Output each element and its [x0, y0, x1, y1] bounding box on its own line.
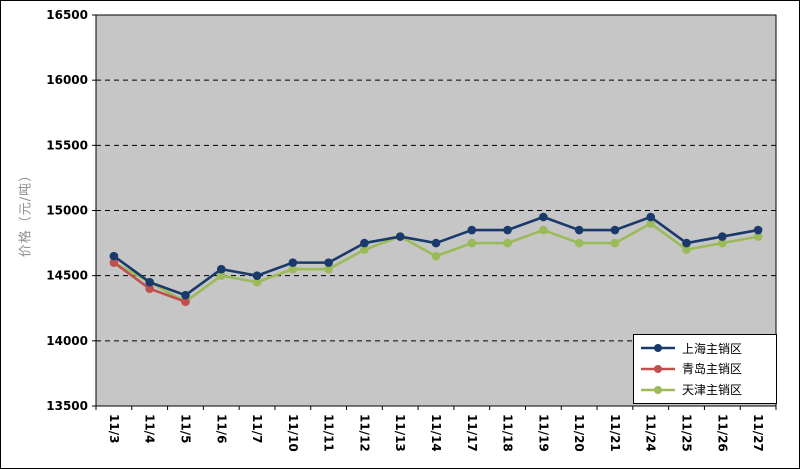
data-point-marker — [610, 238, 620, 248]
data-point-marker — [288, 264, 298, 274]
data-point-marker — [753, 225, 763, 235]
y-tick-label: 16500 — [46, 8, 88, 22]
x-tick-label: 11/26 — [715, 414, 729, 452]
legend-label: 天津主销区 — [682, 383, 743, 398]
data-point-marker — [181, 297, 190, 307]
x-tick-label: 11/5 — [178, 414, 192, 443]
data-point-marker — [324, 258, 333, 267]
data-point-marker — [467, 225, 477, 235]
data-point-marker — [395, 232, 405, 241]
data-point-marker — [252, 277, 262, 287]
legend-label: 上海主销区 — [682, 341, 743, 356]
data-point-marker — [288, 258, 298, 267]
x-tick-label: 11/14 — [429, 414, 443, 452]
legend-item-2: 天津主销区 — [640, 381, 770, 398]
x-tick-label: 11/3 — [107, 414, 121, 443]
data-point-marker — [610, 225, 620, 235]
x-tick-label: 11/17 — [465, 414, 479, 452]
y-tick-label: 14000 — [46, 334, 88, 348]
legend-line-marker-icon — [641, 385, 675, 394]
x-tick-label: 11/7 — [250, 414, 264, 443]
x-tick-label: 11/24 — [644, 414, 658, 452]
data-point-marker — [324, 264, 333, 274]
x-tick-label: 11/11 — [322, 414, 336, 452]
x-tick-label: 11/20 — [572, 414, 586, 452]
data-point-marker — [574, 225, 584, 235]
data-point-marker — [360, 238, 369, 248]
x-tick-label: 11/27 — [751, 414, 765, 452]
legend-line-marker-icon — [641, 364, 675, 373]
x-tick-label: 11/13 — [393, 414, 407, 452]
data-point-marker — [109, 258, 119, 267]
y-tick-label: 14500 — [46, 269, 88, 283]
data-point-marker — [503, 225, 512, 235]
data-point-marker — [539, 212, 548, 222]
legend-line-marker-icon — [641, 344, 675, 353]
x-tick-label: 11/19 — [536, 414, 550, 452]
data-point-marker — [145, 284, 154, 294]
x-tick-label: 11/25 — [680, 414, 694, 452]
x-tick-label: 11/21 — [608, 414, 622, 452]
legend-item-0: 上海主销区 — [640, 340, 770, 357]
legend: 上海主销区青岛主销区天津主销区 — [633, 334, 777, 404]
legend-label: 青岛主销区 — [682, 362, 743, 377]
x-tick-label: 11/18 — [501, 414, 515, 452]
data-point-marker — [431, 251, 441, 261]
y-axis-title: 价格（元/吨） — [18, 167, 34, 258]
data-point-marker — [753, 232, 763, 241]
x-tick-label: 11/12 — [357, 414, 371, 452]
data-point-marker — [109, 251, 119, 261]
data-point-marker — [646, 212, 656, 222]
data-point-marker — [718, 232, 727, 241]
data-point-marker — [360, 245, 369, 254]
legend-item-1: 青岛主销区 — [640, 360, 770, 377]
data-point-marker — [467, 238, 477, 248]
data-point-marker — [682, 238, 691, 248]
data-point-marker — [252, 271, 262, 280]
y-tick-label: 15000 — [46, 204, 88, 218]
data-point-marker — [503, 238, 512, 248]
data-point-marker — [431, 238, 441, 248]
data-point-marker — [181, 290, 190, 300]
y-tick-label: 16000 — [46, 73, 88, 87]
data-point-marker — [574, 238, 584, 248]
x-tick-label: 11/10 — [286, 414, 300, 452]
y-tick-label: 13500 — [46, 399, 88, 413]
x-tick-label: 11/6 — [214, 414, 228, 443]
data-point-marker — [682, 245, 691, 254]
data-point-marker — [539, 225, 548, 235]
data-point-marker — [216, 271, 226, 280]
data-point-marker — [718, 238, 727, 248]
y-tick-label: 15500 — [46, 138, 88, 152]
data-point-marker — [145, 277, 154, 287]
data-point-marker — [216, 264, 226, 274]
x-tick-label: 11/4 — [143, 414, 157, 443]
data-point-marker — [646, 219, 656, 228]
